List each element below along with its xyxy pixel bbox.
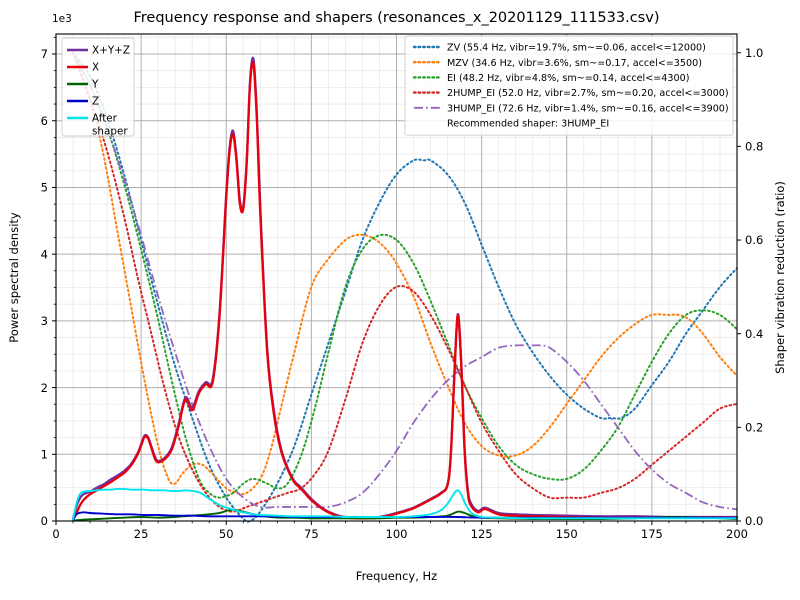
axis-legend-label-y: Y bbox=[91, 79, 99, 91]
xtick-label: 100 bbox=[386, 527, 408, 541]
y2tick-label: 0.2 bbox=[745, 421, 763, 435]
xtick-label: 50 bbox=[219, 527, 234, 541]
y2-axis-label: Shaper vibration reduction (ratio) bbox=[773, 181, 787, 374]
y2tick-label: 1.0 bbox=[745, 46, 763, 60]
axis-legend-box bbox=[61, 37, 135, 137]
shaper-legend-label-3hump_ei: 3HUMP_EI (72.6 Hz, vibr=1.4%, sm~=0.16, … bbox=[447, 103, 729, 114]
y2tick-label: 0.8 bbox=[745, 140, 763, 154]
ytick-label: 4 bbox=[41, 247, 48, 261]
y2tick-label: 0.6 bbox=[745, 233, 763, 247]
shaper-legend-label-zv: ZV (55.4 Hz, vibr=19.7%, sm~=0.06, accel… bbox=[447, 43, 706, 54]
ytick-label: 2 bbox=[41, 381, 48, 395]
ytick-label: 7 bbox=[41, 47, 48, 61]
xtick-label: 150 bbox=[556, 527, 578, 541]
psd-curve-x bbox=[71, 61, 739, 521]
shaper-legend-label-mzv: MZV (34.6 Hz, vibr=3.6%, sm~=0.17, accel… bbox=[447, 58, 702, 69]
axis-legend-label-after: After bbox=[92, 113, 118, 125]
ytick-label: 6 bbox=[41, 114, 48, 128]
shaper-curves bbox=[72, 51, 738, 523]
ytick-label: 5 bbox=[41, 181, 48, 195]
ytick-label: 3 bbox=[41, 314, 48, 328]
psd-curve-after-shaper bbox=[72, 487, 738, 521]
ytick-label: 1 bbox=[41, 447, 48, 461]
xtick-label: 0 bbox=[52, 527, 59, 541]
ytick-label: 0 bbox=[41, 514, 48, 528]
axis-legend-label-x-y-z: X+Y+Z bbox=[92, 45, 130, 57]
shaper-curve-mzv bbox=[72, 51, 738, 496]
xtick-label: 25 bbox=[134, 527, 149, 541]
x-axis-label: Frequency, Hz bbox=[356, 569, 437, 583]
shaper-curve-2hump_ei bbox=[72, 51, 738, 513]
axis-ticks: 0 25 50 75 100 125 150 175 200 0 1 2 3 4 5 6 7 0.0 0.2 0.4 0… bbox=[41, 36, 763, 541]
axis-legend-label-z: Z bbox=[92, 96, 99, 108]
recommended-shaper-text: Recommended shaper: 3HUMP_EI bbox=[447, 119, 609, 130]
y2tick-label: 0.4 bbox=[745, 327, 763, 341]
shaper-curve-3hump_ei bbox=[72, 52, 738, 511]
y2tick-label: 0.0 bbox=[745, 514, 763, 528]
shaper-curve-ei bbox=[72, 51, 738, 499]
xtick-label: 125 bbox=[471, 527, 493, 541]
shaper-legend-label-ei: EI (48.2 Hz, vibr=4.8%, sm~=0.14, accel<… bbox=[447, 73, 689, 84]
xtick-label: 200 bbox=[726, 527, 748, 541]
xtick-label: 175 bbox=[641, 527, 663, 541]
shaper-legend: ZV (55.4 Hz, vibr=19.7%, sm~=0.06, accel… bbox=[404, 35, 734, 136]
psd-curves bbox=[71, 56, 739, 522]
xtick-label: 75 bbox=[304, 527, 319, 541]
shaper-legend-box bbox=[404, 35, 734, 136]
shaper-curve-zv bbox=[72, 51, 738, 523]
chart-title: Frequency response and shapers (resonanc… bbox=[134, 10, 660, 26]
y-axis-label: Power spectral density bbox=[7, 212, 21, 343]
shaper-legend-label-2hump_ei: 2HUMP_EI (52.0 Hz, vibr=2.7%, sm~=0.20, … bbox=[447, 88, 729, 99]
axis-legend-label-x: X bbox=[92, 62, 99, 74]
axis-legend-label-shaper-second-line: shaper bbox=[92, 126, 128, 138]
y-axis-offset-text: 1e3 bbox=[52, 13, 72, 25]
